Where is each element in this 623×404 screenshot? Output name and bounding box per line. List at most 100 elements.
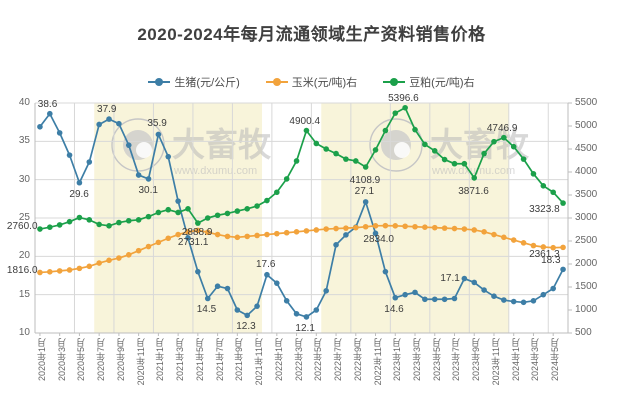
data-point[interactable]: [362, 223, 369, 230]
data-point[interactable]: [96, 121, 102, 128]
data-point[interactable]: [66, 218, 73, 225]
data-point[interactable]: [76, 179, 83, 186]
data-point[interactable]: [76, 265, 83, 272]
data-point[interactable]: [47, 110, 53, 117]
data-point[interactable]: [560, 200, 566, 206]
data-point[interactable]: [382, 127, 389, 134]
data-point[interactable]: [283, 176, 290, 182]
data-point[interactable]: [66, 152, 73, 158]
data-point[interactable]: [412, 289, 418, 296]
data-point[interactable]: [264, 231, 270, 238]
data-point[interactable]: [214, 231, 221, 238]
data-point[interactable]: [303, 228, 310, 234]
data-point[interactable]: [56, 268, 63, 274]
data-point[interactable]: [234, 307, 241, 313]
legend-item-pig[interactable]: 生猪(元/公斤): [148, 74, 240, 90]
data-point[interactable]: [451, 160, 458, 167]
data-point[interactable]: [481, 150, 487, 157]
data-point[interactable]: [372, 223, 379, 229]
data-point[interactable]: [362, 199, 369, 205]
data-point[interactable]: [441, 296, 448, 303]
data-point[interactable]: [195, 268, 201, 275]
data-point[interactable]: [185, 206, 191, 212]
data-point[interactable]: [402, 291, 408, 298]
data-point[interactable]: [106, 223, 112, 229]
data-point[interactable]: [66, 267, 73, 273]
data-point[interactable]: [234, 208, 241, 214]
data-point[interactable]: [520, 299, 527, 306]
data-point[interactable]: [254, 303, 260, 309]
data-point[interactable]: [47, 269, 53, 275]
data-point[interactable]: [333, 225, 339, 232]
data-point[interactable]: [451, 225, 458, 232]
data-point[interactable]: [224, 210, 231, 217]
data-point[interactable]: [540, 183, 547, 189]
data-point[interactable]: [135, 247, 142, 254]
data-point[interactable]: [392, 110, 399, 116]
data-point[interactable]: [412, 223, 418, 230]
data-point[interactable]: [106, 116, 112, 122]
data-point[interactable]: [244, 312, 251, 319]
data-point[interactable]: [520, 156, 527, 162]
data-point[interactable]: [204, 215, 211, 221]
data-point[interactable]: [224, 233, 231, 240]
data-point[interactable]: [303, 314, 310, 320]
data-point[interactable]: [392, 223, 399, 229]
data-point[interactable]: [412, 126, 418, 133]
data-point[interactable]: [175, 198, 181, 204]
data-point[interactable]: [195, 227, 201, 234]
data-point[interactable]: [214, 283, 221, 290]
data-point[interactable]: [323, 226, 329, 232]
data-point[interactable]: [471, 279, 478, 286]
data-point[interactable]: [37, 269, 43, 276]
data-point[interactable]: [244, 233, 251, 240]
data-point[interactable]: [214, 212, 221, 219]
data-point[interactable]: [491, 231, 497, 238]
data-point[interactable]: [431, 148, 438, 154]
data-point[interactable]: [135, 172, 142, 178]
data-point[interactable]: [313, 307, 320, 313]
data-point[interactable]: [530, 171, 537, 177]
data-point[interactable]: [116, 219, 122, 226]
data-point[interactable]: [471, 175, 478, 181]
data-point[interactable]: [382, 222, 389, 229]
data-point[interactable]: [125, 252, 132, 258]
data-point[interactable]: [333, 242, 339, 248]
data-point[interactable]: [560, 266, 566, 273]
data-point[interactable]: [37, 226, 43, 232]
data-point[interactable]: [441, 156, 448, 163]
data-point[interactable]: [254, 203, 260, 209]
data-point[interactable]: [372, 147, 379, 153]
data-point[interactable]: [441, 225, 448, 231]
data-point[interactable]: [510, 298, 517, 305]
data-point[interactable]: [283, 229, 290, 236]
data-point[interactable]: [520, 240, 527, 246]
data-point[interactable]: [175, 209, 181, 216]
data-point[interactable]: [461, 160, 468, 167]
data-point[interactable]: [254, 232, 260, 239]
data-point[interactable]: [382, 268, 389, 275]
data-point[interactable]: [303, 127, 310, 134]
data-point[interactable]: [155, 209, 162, 216]
data-point[interactable]: [244, 206, 251, 212]
data-point[interactable]: [540, 244, 547, 250]
data-point[interactable]: [145, 213, 152, 220]
data-point[interactable]: [116, 255, 122, 261]
data-point[interactable]: [471, 227, 478, 233]
data-point[interactable]: [125, 217, 132, 224]
data-point[interactable]: [274, 189, 280, 196]
data-point[interactable]: [362, 164, 369, 170]
data-point[interactable]: [402, 104, 408, 111]
data-point[interactable]: [56, 222, 63, 228]
data-point[interactable]: [37, 123, 43, 130]
data-point[interactable]: [323, 288, 329, 294]
data-point[interactable]: [461, 275, 468, 282]
data-point[interactable]: [510, 237, 517, 243]
data-point[interactable]: [431, 224, 438, 231]
data-point[interactable]: [145, 243, 152, 250]
data-point[interactable]: [204, 229, 211, 236]
data-point[interactable]: [293, 158, 300, 164]
data-point[interactable]: [274, 280, 280, 286]
data-point[interactable]: [481, 287, 487, 293]
data-point[interactable]: [560, 244, 566, 251]
